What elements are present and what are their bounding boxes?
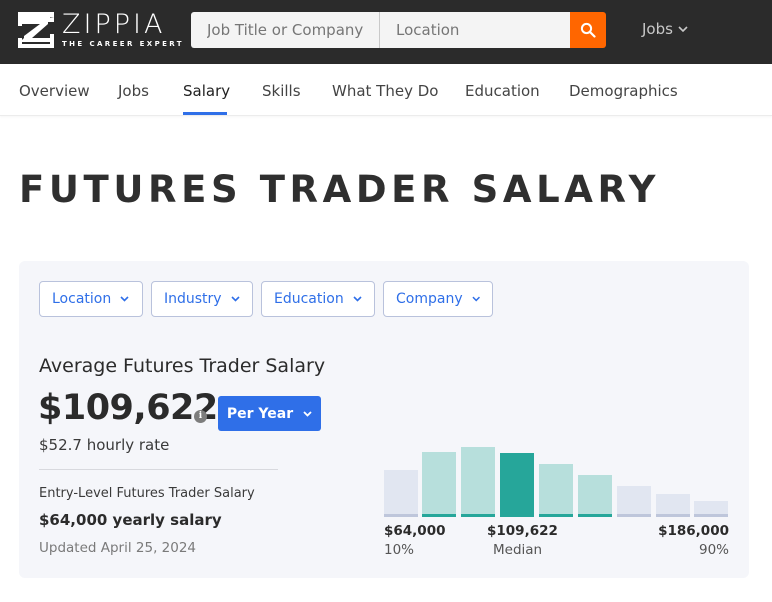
filter-industry-dropdown[interactable]: Industry	[151, 281, 253, 317]
bar-baseline	[694, 514, 728, 517]
chevron-down-icon	[678, 26, 688, 32]
top-header: ZIPPIA THE CAREER EXPERT Jobs	[0, 0, 772, 64]
period-selector-label: Per Year	[226, 405, 294, 422]
distribution-bar	[656, 494, 690, 517]
page-title: FUTURES TRADER SALARY	[19, 168, 660, 211]
hourly-rate: $52.7 hourly rate	[39, 436, 170, 454]
filter-label: Education	[274, 291, 344, 307]
bar-baseline	[656, 514, 690, 517]
bar-baseline	[384, 514, 418, 517]
entry-level-salary: $64,000 yearly salary	[39, 511, 222, 529]
search-bar	[191, 12, 606, 48]
distribution-bar	[384, 470, 418, 517]
filter-location-dropdown[interactable]: Location	[39, 281, 143, 317]
chevron-down-icon	[303, 410, 312, 417]
distribution-bar	[461, 447, 495, 517]
job-title-input[interactable]	[191, 12, 379, 48]
high-percentile-label: 90%	[698, 542, 729, 558]
tab-salary[interactable]: Salary	[183, 82, 231, 100]
high-salary-label: $186,000	[658, 523, 729, 539]
bar-baseline	[539, 514, 573, 517]
tab-demographics[interactable]: Demographics	[569, 82, 678, 100]
updated-date: Updated April 25, 2024	[39, 540, 197, 556]
info-icon[interactable]: i	[194, 410, 207, 423]
median-salary-label: $109,622	[487, 523, 558, 539]
search-icon	[580, 22, 596, 38]
chevron-down-icon	[472, 296, 480, 302]
entry-level-label: Entry-Level Futures Trader Salary	[39, 486, 255, 501]
location-input[interactable]	[380, 12, 570, 48]
distribution-bar	[617, 486, 651, 517]
location-search-field	[380, 12, 570, 48]
search-button[interactable]	[570, 12, 606, 48]
section-tabs: Overview Jobs Salary Skills What They Do…	[0, 64, 772, 116]
jobs-menu-button[interactable]: Jobs	[642, 20, 688, 38]
logo-tagline: THE CAREER EXPERT	[62, 40, 184, 48]
period-selector-button[interactable]: Per Year	[218, 396, 321, 431]
filter-label: Location	[52, 291, 112, 307]
chevron-down-icon	[120, 296, 129, 302]
distribution-bar	[539, 464, 573, 517]
distribution-bar	[578, 475, 612, 517]
tab-what-they-do[interactable]: What They Do	[332, 82, 439, 100]
zippia-logo-icon	[18, 12, 54, 48]
median-label: Median	[493, 542, 543, 558]
average-salary-value: $109,622	[38, 388, 218, 428]
filter-education-dropdown[interactable]: Education	[261, 281, 375, 317]
low-salary-label: $64,000	[384, 523, 446, 539]
low-percentile-label: 10%	[384, 542, 415, 558]
zippia-logo[interactable]: ZIPPIA THE CAREER EXPERT	[18, 9, 184, 48]
filter-label: Company	[396, 291, 463, 307]
bar-baseline	[617, 514, 651, 517]
chevron-down-icon	[231, 296, 240, 302]
salary-card: Location Industry Education Company Aver…	[19, 261, 749, 578]
job-search-field	[191, 12, 380, 48]
distribution-bar	[500, 453, 534, 517]
filter-company-dropdown[interactable]: Company	[383, 281, 493, 317]
average-salary-heading: Average Futures Trader Salary	[39, 355, 326, 377]
tab-education[interactable]: Education	[465, 82, 540, 100]
distribution-bar	[694, 501, 728, 517]
salary-distribution-chart	[384, 431, 730, 517]
divider	[39, 469, 278, 470]
distribution-bar	[422, 452, 456, 517]
active-tab-indicator	[183, 112, 227, 115]
logo-wordmark: ZIPPIA	[62, 9, 166, 40]
bar-baseline	[461, 514, 495, 517]
jobs-menu-label: Jobs	[642, 20, 673, 38]
tab-overview[interactable]: Overview	[19, 82, 90, 100]
bar-baseline	[422, 514, 456, 517]
tab-jobs[interactable]: Jobs	[118, 82, 149, 100]
bar-baseline	[500, 514, 534, 517]
filter-label: Industry	[164, 291, 222, 307]
bar-baseline	[578, 514, 612, 517]
chevron-down-icon	[353, 296, 362, 302]
tab-skills[interactable]: Skills	[262, 82, 301, 100]
